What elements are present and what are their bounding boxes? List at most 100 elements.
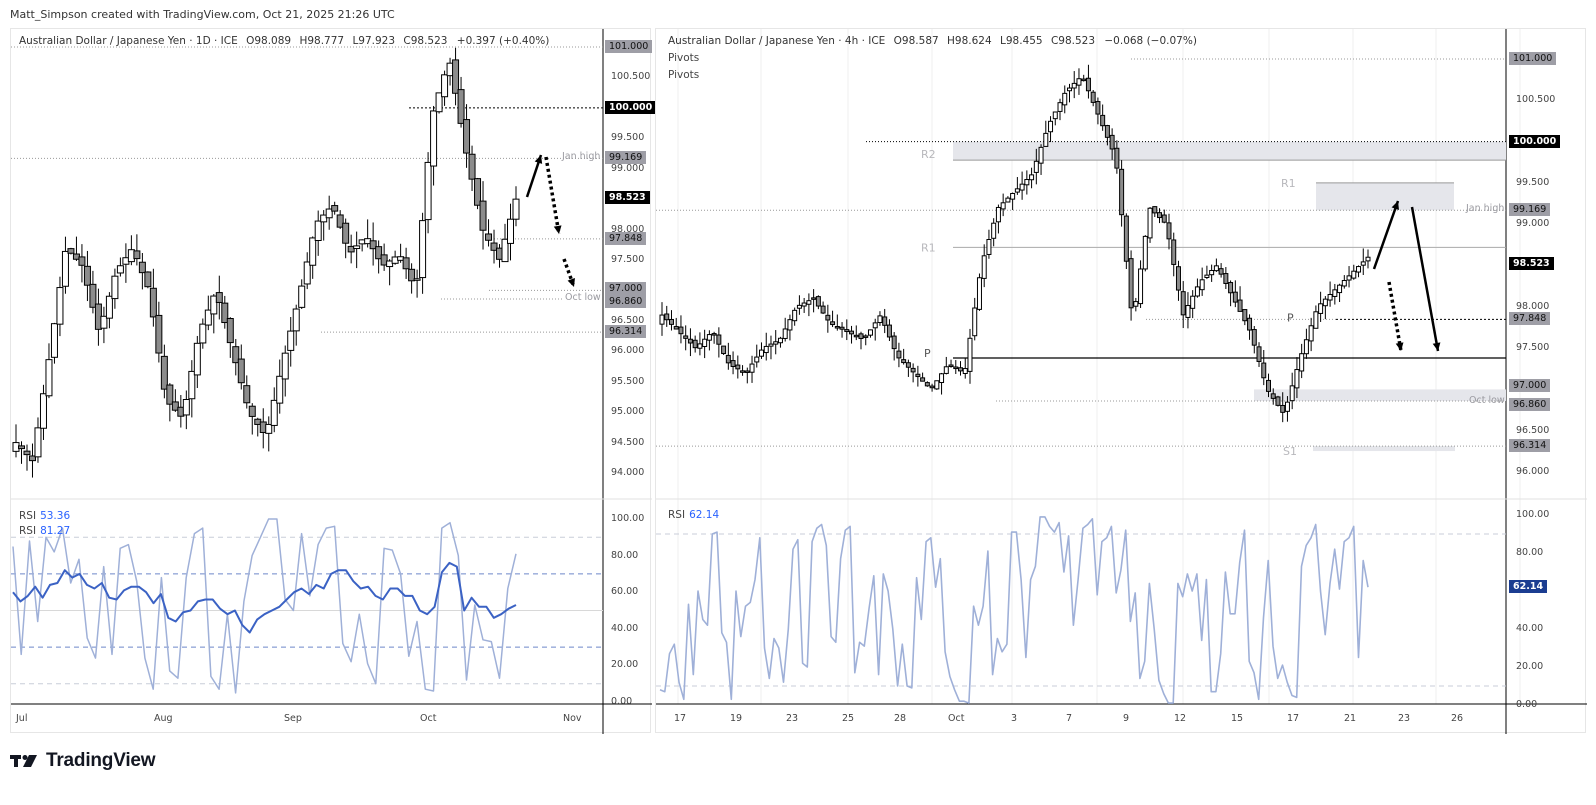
h4-legend: Australian Dollar / Japanese Yen · 4h · …	[668, 35, 1197, 47]
time-label: 23	[786, 713, 799, 724]
price-axis-label: 95.000	[611, 406, 645, 418]
zone-r2	[953, 141, 1506, 161]
price-tag-jan-high[interactable]: 99.169	[1509, 203, 1551, 217]
h4-indicator-pivots-1[interactable]: Pivots	[668, 52, 700, 64]
candle-down	[1152, 206, 1158, 214]
candle-up	[1014, 188, 1020, 193]
candle-down	[844, 329, 850, 333]
candle-up	[1209, 269, 1215, 276]
h4-rsi-value: 62.14	[689, 509, 720, 521]
price-tag-96314[interactable]: 96.314	[605, 325, 647, 339]
candle-up	[967, 337, 973, 372]
candle-up	[1346, 275, 1352, 281]
candle-down	[716, 334, 722, 345]
pivot-label-r1-old: R1	[921, 241, 936, 254]
candle-down	[853, 334, 859, 338]
h4-chart-pane[interactable]: R2 R1 P R1 P S1 Australian Dollar / Japanese …	[655, 28, 1587, 734]
price-tag-97848[interactable]: 97.848	[605, 231, 647, 245]
candle-up	[934, 380, 940, 390]
h4-low: L98.455	[1000, 35, 1043, 47]
candle-down	[215, 292, 223, 303]
candle-up	[435, 92, 443, 113]
time-label-sep: Sep	[284, 713, 302, 724]
candle-down	[1157, 212, 1163, 219]
rsi-axis-label: 40.00	[1516, 623, 1544, 634]
price-tag-oct-low[interactable]: 96.860	[605, 294, 647, 308]
candle-down	[1175, 266, 1181, 291]
price-axis-label: 99.000	[1516, 218, 1550, 230]
candle-down	[1265, 379, 1271, 392]
candle-up	[1048, 120, 1054, 133]
candle-down	[1256, 346, 1262, 362]
daily-rsi-value-2: 81.27	[40, 525, 71, 537]
candle-down	[166, 384, 174, 405]
candle-up	[309, 237, 317, 266]
candle-up	[276, 375, 284, 404]
candle-down	[735, 364, 741, 370]
candle-up	[287, 330, 295, 351]
candle-up	[782, 328, 788, 339]
candle-down	[692, 339, 698, 349]
candle-down	[668, 318, 674, 325]
candle-down	[226, 318, 234, 344]
candle-up	[1313, 311, 1319, 329]
price-tag-last[interactable]: 98.523	[605, 190, 650, 204]
daily-chart-canvas[interactable]	[11, 29, 652, 734]
h4-chart-canvas[interactable]: R2 R1 P R1 P S1	[656, 29, 1587, 734]
candle-down	[953, 366, 959, 370]
time-label: 3	[1011, 713, 1018, 724]
time-label: 12	[1174, 713, 1187, 724]
price-tag-last[interactable]: 98.523	[1509, 256, 1554, 270]
candle-down	[149, 287, 157, 318]
price-tag-oct-low[interactable]: 96.860	[1509, 397, 1551, 411]
candle-down	[1090, 91, 1096, 103]
daily-chart-pane[interactable]: Australian Dollar / Japanese Yen · 1D · …	[10, 28, 657, 734]
h4-arrow-down-head	[1432, 342, 1441, 351]
candle-down	[402, 257, 410, 270]
candle-up	[270, 399, 278, 426]
candle-up	[303, 261, 311, 285]
pivot-label-r2: R2	[921, 148, 936, 161]
time-label-nov: Nov	[563, 713, 582, 724]
candle-up	[1194, 286, 1200, 297]
candle-up	[1341, 280, 1347, 287]
price-tag-97[interactable]: 97.000	[605, 282, 647, 296]
rsi-axis-label: 0.00	[1516, 699, 1538, 710]
candle-up	[188, 370, 196, 400]
price-tag-101[interactable]: 101.000	[605, 40, 653, 53]
price-tag-101[interactable]: 101.000	[1509, 52, 1557, 65]
candle-down	[144, 271, 152, 288]
rsi-axis-label: 80.00	[611, 549, 639, 561]
tradingview-logo[interactable]: TradingView	[10, 750, 156, 772]
price-tag-jan-high[interactable]: 99.169	[605, 151, 647, 165]
candle-up	[419, 220, 427, 279]
price-tag-100[interactable]: 100.000	[605, 100, 657, 114]
candle-up	[1204, 274, 1210, 278]
candle-down	[1223, 273, 1229, 284]
candle-down	[740, 370, 746, 373]
price-axis-label: 96.000	[1516, 466, 1550, 477]
h4-change: −0.068 (−0.07%)	[1104, 35, 1197, 47]
pivot-label-p-old: P	[924, 347, 931, 360]
h4-open: O98.587	[893, 35, 939, 47]
price-tag-97848[interactable]: 97.848	[1509, 312, 1551, 326]
candle-down	[67, 248, 75, 254]
pivot-label-s1: S1	[1283, 445, 1297, 458]
zone-r1-new	[1316, 182, 1454, 211]
candle-down	[744, 370, 750, 373]
price-axis-label: 94.500	[611, 436, 645, 448]
price-tag-97[interactable]: 97.000	[1509, 379, 1551, 393]
h4-indicator-pivots-2[interactable]: Pivots	[668, 69, 700, 81]
candle-up	[754, 356, 760, 363]
rsi-value-tag[interactable]: 62.14	[1509, 579, 1548, 593]
rsi-axis-label: 80.00	[1516, 547, 1544, 558]
candle-down	[858, 333, 864, 340]
candle-up	[292, 308, 300, 332]
candle-up	[1303, 339, 1309, 355]
candle-down	[474, 178, 482, 206]
candle-up	[1284, 401, 1290, 412]
price-tag-96314[interactable]: 96.314	[1509, 439, 1551, 453]
price-tag-100[interactable]: 100.000	[1509, 134, 1561, 148]
candle-up	[1052, 111, 1058, 120]
candle-up	[281, 352, 289, 380]
